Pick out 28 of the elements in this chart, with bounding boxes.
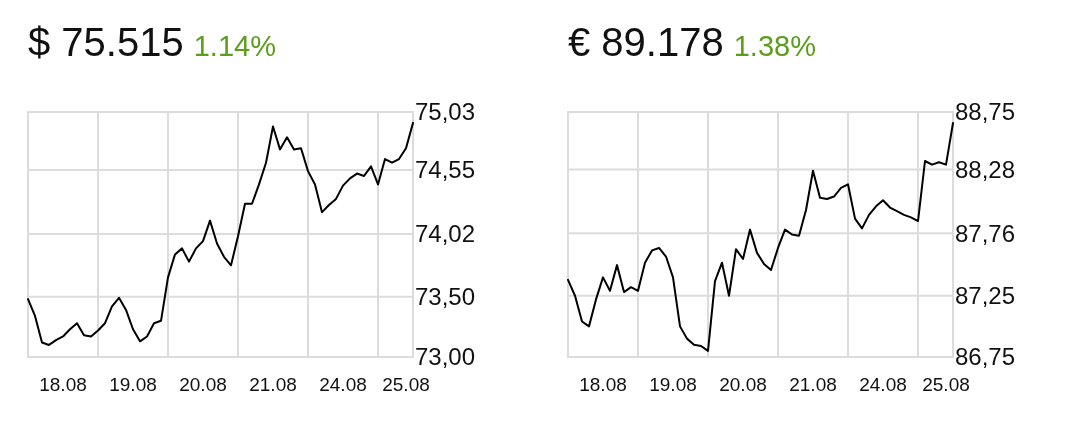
x-tick-label: 18.08 [579,374,627,395]
chart-title: € 89.178 [568,20,724,64]
x-tick-label: 21.08 [789,374,837,395]
line-series [567,122,954,352]
x-tick-label: 20.08 [179,374,227,395]
x-tick-label: 20.08 [719,374,767,395]
x-tick-label: 24.08 [319,374,367,395]
x-tick-label: 19.08 [109,374,157,395]
y-tick-label: 88,75 [955,98,1016,126]
y-tick-label: 74,55 [415,156,476,184]
x-tick-label: 21.08 [249,374,297,395]
y-tick-label: 73,00 [415,343,476,371]
y-tick-label: 74,02 [415,220,476,248]
y-tick-label: 86,75 [955,343,1016,371]
line-series [27,121,414,346]
y-tick-label: 75,03 [415,98,476,126]
x-tick-label: 25.08 [922,374,970,395]
chart-title: $ 75.515 [28,20,184,64]
x-tick-label: 24.08 [859,374,907,395]
y-tick-label: 87,25 [955,282,1016,310]
x-tick-label: 19.08 [649,374,697,395]
chart-subtitle: 1.14% [193,30,276,62]
y-tick-label: 88,28 [955,155,1016,183]
y-tick-label: 87,76 [955,219,1016,247]
x-tick-label: 18.08 [39,374,87,395]
y-tick-label: 73,50 [415,283,476,311]
chart-subtitle: 1.38% [733,30,816,62]
x-tick-label: 25.08 [382,374,430,395]
